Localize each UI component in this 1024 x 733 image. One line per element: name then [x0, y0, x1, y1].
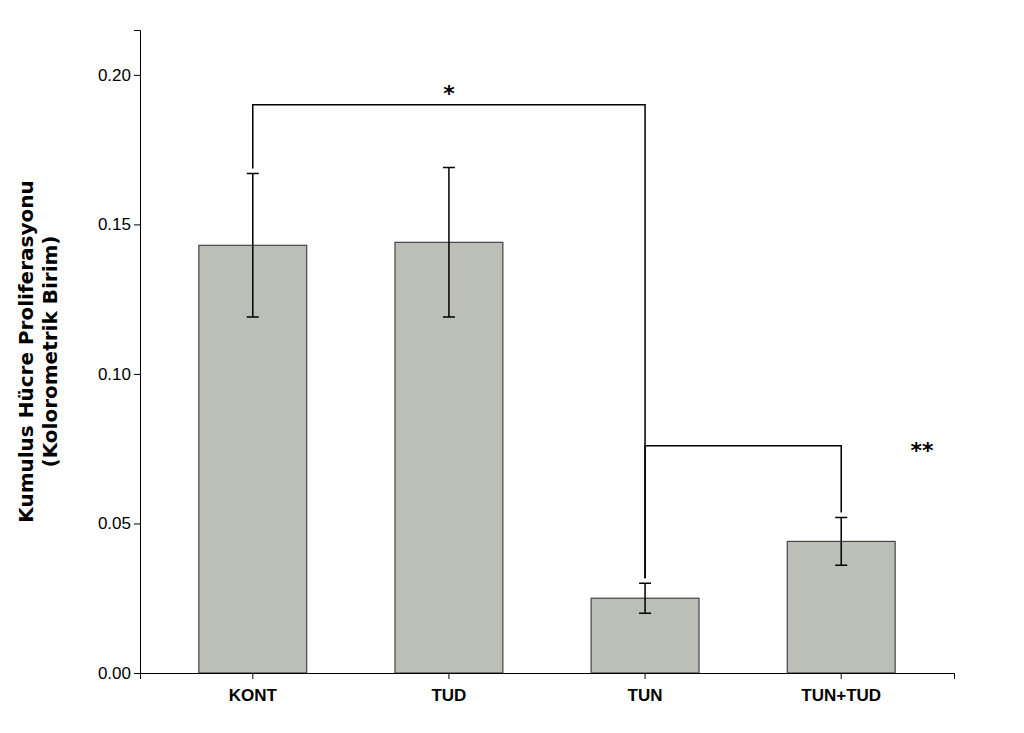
y-axis-line: [134, 31, 141, 674]
significance-bracket: [253, 105, 645, 579]
y-tick-label: 0.05: [98, 514, 131, 533]
x-tick: TUN+TUD: [801, 673, 881, 705]
y-tick: 0.00: [98, 664, 140, 683]
y-tick-mark: [134, 75, 140, 76]
y-tick-label: 0.00: [98, 664, 131, 683]
error-bar-line: [639, 583, 651, 613]
x-tick-mark: [252, 673, 253, 679]
error-bar-line: [247, 174, 259, 318]
x-tick-mark: [645, 673, 646, 679]
x-tick: KONT: [229, 673, 278, 705]
x-axis-line: [141, 674, 955, 680]
x-tick-mark: [841, 673, 842, 679]
error-bar: [835, 517, 847, 565]
y-tick-mark: [134, 673, 140, 674]
y-tick: 0.10: [98, 365, 140, 384]
significance-bracket: [645, 446, 841, 579]
y-tick: 0.05: [98, 514, 140, 533]
error-bar: [443, 168, 455, 318]
marks: [199, 105, 895, 673]
error-bar-line: [443, 168, 455, 318]
y-tick: 0.15: [98, 215, 140, 234]
x-axis: KONT TUD TUN TUN+TUD: [141, 673, 955, 705]
y-tick-mark: [134, 224, 140, 225]
y-tick-mark: [134, 523, 140, 524]
significance-label: **: [911, 438, 935, 463]
x-tick-label: KONT: [229, 686, 278, 705]
y-tick-label: 0.15: [98, 215, 131, 234]
x-tick-mark: [448, 673, 449, 679]
y-axis-title: Kumulus Hücre Proliferasyonu(Kolorometri…: [14, 180, 62, 522]
y-axis: 0.00 0.05 0.10 0.15 0.20: [98, 31, 141, 683]
x-tick: TUN: [628, 673, 663, 705]
error-bar: [247, 174, 259, 318]
y-tick-label: 0.20: [98, 66, 131, 85]
chart: 0.000.050.100.150.20KONTTUDTUNTUN+TUD***…: [0, 0, 1024, 733]
x-tick-label: TUN: [628, 686, 663, 705]
plot-area: 0.000.050.100.150.20KONTTUDTUNTUN+TUD***: [98, 31, 955, 705]
x-tick: TUD: [431, 673, 466, 705]
y-tick-mark: [134, 374, 140, 375]
annotations: ***: [443, 81, 934, 463]
error-bar-line: [835, 517, 847, 565]
x-tick-label: TUN+TUD: [801, 686, 881, 705]
y-tick-label: 0.10: [98, 365, 131, 384]
y-axis-title-line: (Kolorometrik Birim): [38, 236, 62, 468]
y-axis-title-line: Kumulus Hücre Proliferasyonu: [14, 180, 38, 522]
error-bar: [639, 583, 651, 613]
x-tick-label: TUD: [431, 686, 466, 705]
significance-label: *: [443, 81, 455, 106]
y-tick: 0.20: [98, 66, 140, 85]
